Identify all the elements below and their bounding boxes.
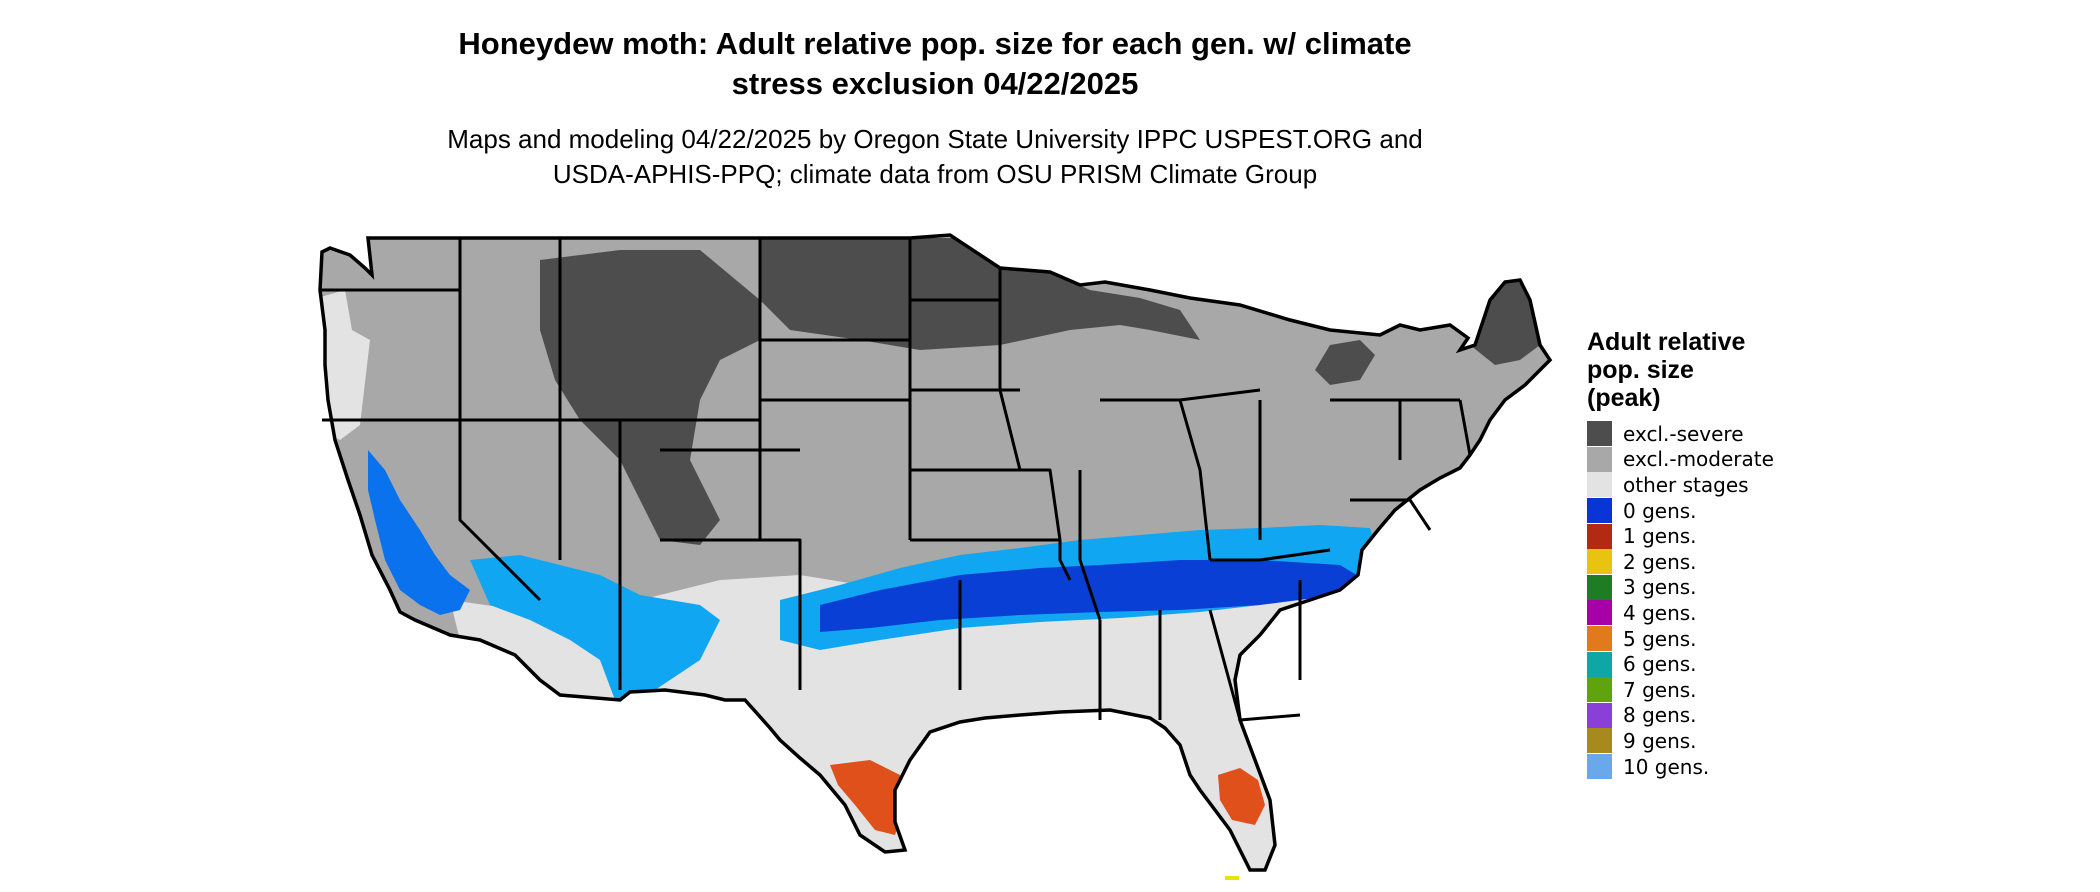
map-title: Honeydew moth: Adult relative pop. size … (0, 24, 1870, 104)
legend-item: 4 gens. (1587, 600, 1887, 626)
legend-swatch (1587, 523, 1612, 549)
legend-label: 8 gens. (1623, 703, 1697, 728)
legend-swatch (1587, 702, 1612, 728)
legend-swatch (1587, 600, 1612, 626)
legend-item: excl.-moderate (1587, 446, 1887, 473)
zone-yellow-keys (1225, 876, 1239, 880)
zone-severe-upper-mi (1315, 340, 1375, 385)
legend-label: 10 gens. (1623, 754, 1710, 779)
map-subtitle-line-2: USDA-APHIS-PPQ; climate data from OSU PR… (552, 159, 1318, 189)
legend-item: 7 gens. (1587, 677, 1887, 703)
legend-label: other stages (1623, 472, 1749, 497)
legend-swatch (1587, 498, 1612, 524)
legend-label: 2 gens. (1623, 549, 1697, 574)
legend-swatch (1587, 651, 1612, 677)
legend-label: 9 gens. (1623, 728, 1697, 753)
legend-swatch (1587, 677, 1612, 703)
legend-item: 3 gens. (1587, 574, 1887, 601)
legend-item: 10 gens. (1587, 754, 1887, 780)
border-central-states (910, 268, 1331, 690)
legend-item: 6 gens. (1587, 651, 1887, 677)
legend-label: 1 gens. (1623, 524, 1697, 549)
legend-item: 1 gens. (1587, 523, 1887, 549)
legend-swatch (1587, 728, 1612, 754)
legend-swatch (1587, 446, 1612, 472)
map-subtitle-line-1: Maps and modeling 04/22/2025 by Oregon S… (447, 124, 1423, 154)
zone-blue-california (368, 450, 470, 615)
zone-severe-north-central (760, 238, 1200, 350)
zone-severe-rockies (540, 250, 760, 545)
legend-label: excl.-severe (1623, 421, 1744, 446)
legend-item: 5 gens. (1587, 626, 1887, 652)
legend-label: 6 gens. (1623, 652, 1697, 677)
map-subtitle: Maps and modeling 04/22/2025 by Oregon S… (0, 122, 1870, 192)
legend-label: 4 gens. (1623, 600, 1697, 625)
legend: excl.-severe excl.-moderate other stages 0 … (1587, 421, 1887, 780)
zone-severe-northeast (1470, 280, 1540, 365)
map-title-line-2: stress exclusion 04/22/2025 (731, 66, 1139, 101)
legend-label: excl.-moderate (1623, 447, 1774, 472)
map-title-line-1: Honeydew moth: Adult relative pop. size … (458, 26, 1412, 61)
legend-item: 8 gens. (1587, 702, 1887, 729)
legend-swatch (1587, 549, 1612, 575)
zone-red-florida (1218, 768, 1265, 825)
legend-item: 2 gens. (1587, 549, 1887, 575)
legend-swatch (1587, 472, 1612, 498)
legend-item: excl.-severe (1587, 421, 1887, 447)
border-eastern-states (1098, 398, 1472, 722)
legend-label: 7 gens. (1623, 677, 1697, 702)
legend-label: 0 gens. (1623, 498, 1697, 523)
legend-swatch (1587, 754, 1612, 780)
state-borders (320, 238, 1472, 722)
legend-swatch (1587, 421, 1612, 447)
border-west-states (320, 238, 912, 690)
zone-red-south-texas (830, 760, 905, 835)
legend-title: Adult relative pop. size (peak) (1587, 328, 1746, 412)
legend-swatch (1587, 574, 1612, 600)
legend-item: other stages (1587, 472, 1887, 498)
legend-label: 5 gens. (1623, 626, 1697, 651)
legend-item: 9 gens. (1587, 728, 1887, 754)
legend-label: 3 gens. (1623, 575, 1697, 600)
legend-item: 0 gens. (1587, 498, 1887, 524)
legend-swatch (1587, 626, 1612, 652)
